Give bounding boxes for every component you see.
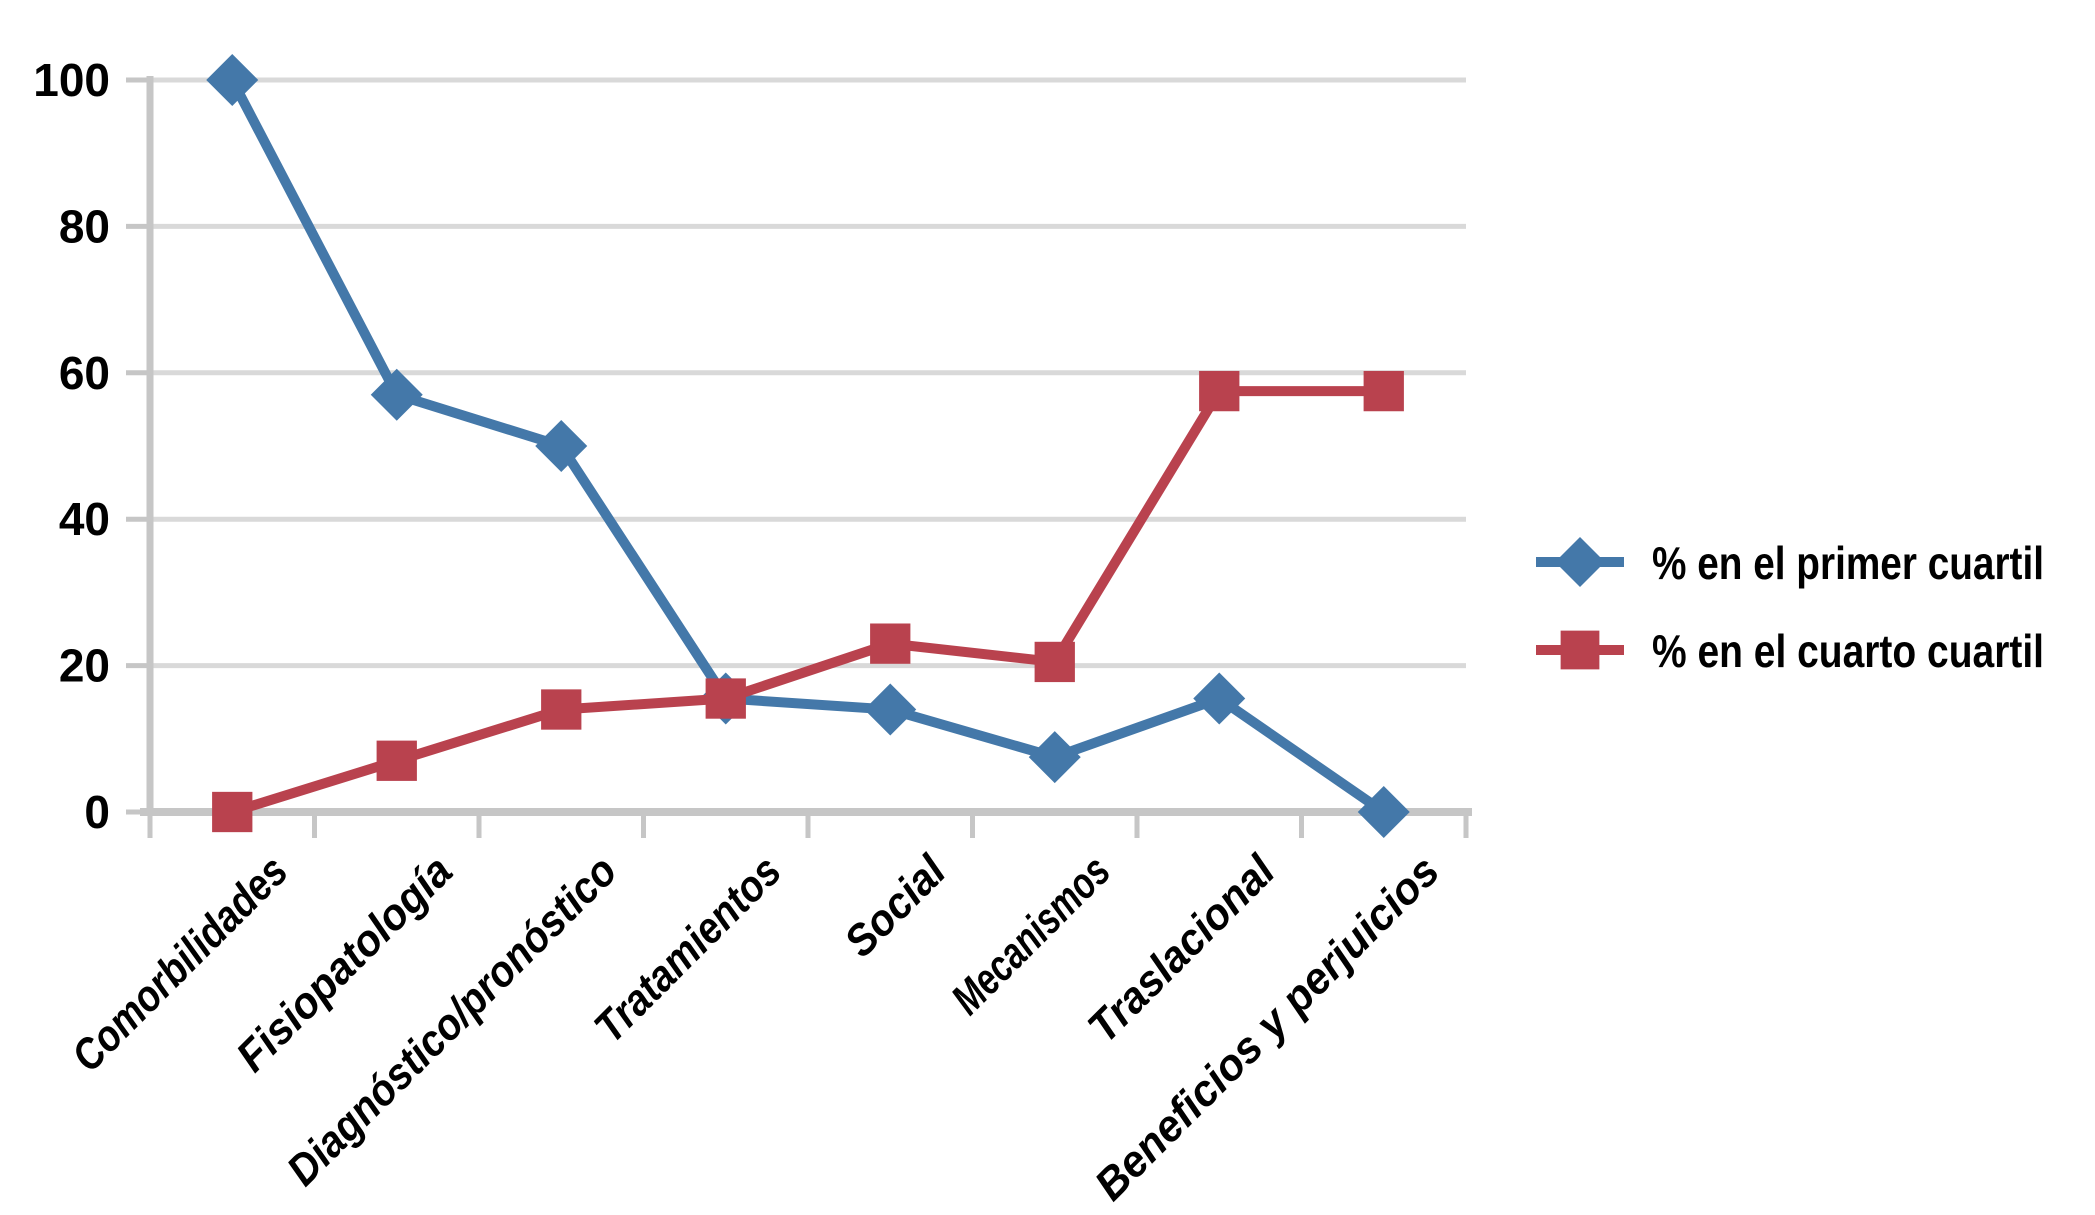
data-point-en-el-primer-cuartil-mecanismos	[1028, 731, 1081, 784]
legend-marker-square	[1560, 630, 1600, 670]
data-point-en-el-primer-cuartil-comorbilidades	[206, 54, 259, 106]
legend-label-en-el-cuarto-cuartil: % en el cuarto cuartil	[1652, 625, 2044, 677]
data-point-en-el-cuarto-cuartil-comorbilidades	[212, 791, 253, 833]
data-point-en-el-cuarto-cuartil-beneficios-y-perjuicios	[1363, 370, 1404, 412]
data-point-en-el-primer-cuartil-traslacional	[1193, 672, 1246, 725]
axes	[126, 76, 1472, 838]
data-point-en-el-primer-cuartil-social	[864, 683, 917, 736]
y-tick-label-0: 0	[84, 786, 110, 838]
data-point-en-el-cuarto-cuartil-diagn-stico-pron-stico	[541, 689, 582, 730]
data-point-en-el-primer-cuartil-diagn-stico-pron-stico	[535, 420, 588, 472]
data-point-en-el-cuarto-cuartil-mecanismos	[1034, 641, 1075, 683]
legend-item-en-el-cuarto-cuartil: % en el cuarto cuartil	[1536, 625, 2044, 677]
y-tick-label-60: 60	[59, 347, 110, 399]
series-line-en-el-cuarto-cuartil	[227, 386, 1389, 817]
y-tick-label-20: 20	[59, 640, 110, 692]
data-point-en-el-primer-cuartil-beneficios-y-perjuicios	[1357, 786, 1410, 838]
data-point-en-el-cuarto-cuartil-fisiopatolog-a	[376, 740, 417, 781]
legend-item-en-el-primer-cuartil: % en el primer cuartil	[1536, 537, 2044, 589]
series-line-en-el-primer-cuartil	[227, 75, 1389, 817]
legend: % en el primer cuartil % en el cuarto cua…	[1536, 537, 2044, 677]
y-tick-label-100: 100	[33, 54, 110, 106]
series-en-el-cuarto-cuartil	[212, 370, 1404, 833]
y-tick-label-40: 40	[59, 493, 110, 545]
legend-label-en-el-primer-cuartil: % en el primer cuartil	[1652, 537, 2044, 589]
data-point-en-el-cuarto-cuartil-social	[870, 623, 911, 664]
data-point-en-el-primer-cuartil-fisiopatolog-a	[370, 368, 423, 421]
gridlines	[150, 77, 1466, 669]
data-point-en-el-cuarto-cuartil-traslacional	[1199, 370, 1240, 412]
legend-marker-diamond	[1555, 537, 1605, 587]
y-axis-labels: 0 20 40 60 80 100	[33, 54, 110, 838]
data-point-en-el-cuarto-cuartil-tratamientos	[705, 678, 746, 719]
y-tick-label-80: 80	[59, 200, 110, 252]
